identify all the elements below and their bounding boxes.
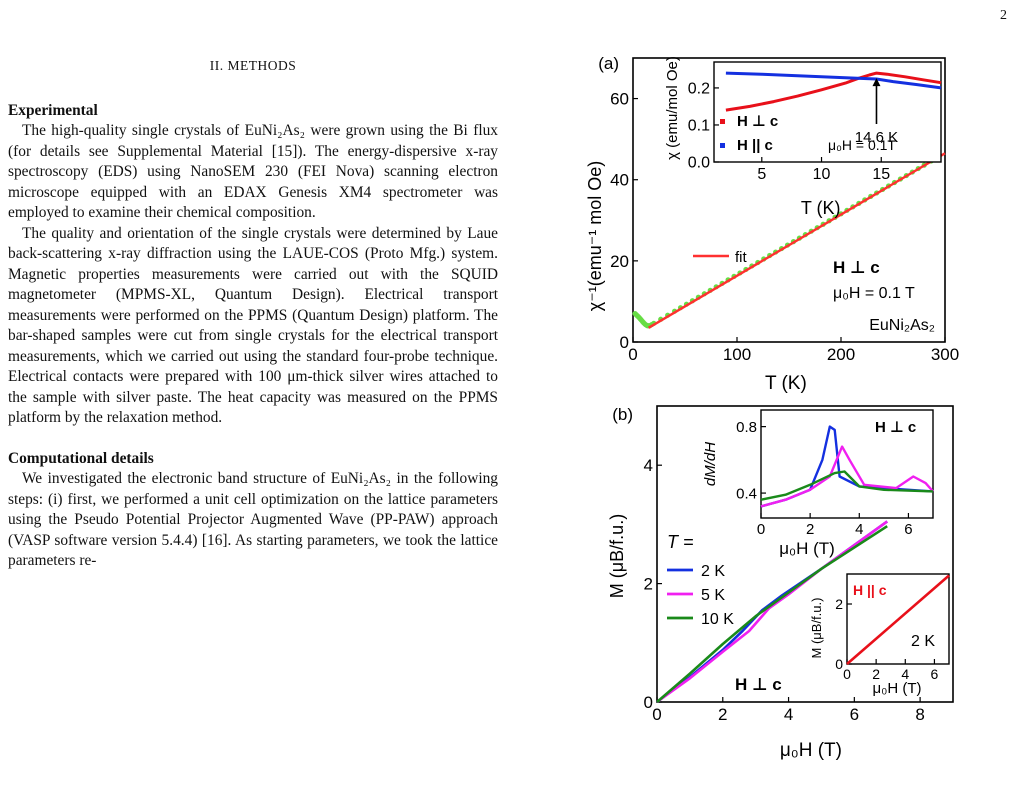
panel-b-inset-bottom-annotation-hpar: H || c [853,582,887,598]
panel-a-inset-x-tick-label: 5 [757,166,766,183]
panel-a-legend-label: fit [735,249,748,266]
panel-a-inset-legend-swatch-hpar [720,143,725,148]
panel-a-frame [632,57,946,343]
panel-a-ylabel: χ⁻¹(emu⁻¹ mol Oe) [585,161,605,311]
panel-b-inset-top-y-tick-label: 0.8 [736,419,757,436]
panel-b-inset-bottom-xlabel: μ₀H (T) [872,680,921,697]
panel-a-annotation-compound: EuNi₂As₂ [869,317,935,334]
panel-a-inset-annotation-temp: 14.6 K [855,129,898,146]
experimental-paragraph-2: The quality and orientation of the singl… [8,224,498,427]
panel-a-x-tick-label: 0 [628,345,637,364]
panel-b-inset-top-series [760,470,934,501]
panel-b-inset-bottom-x-tick-label: 0 [843,666,851,682]
panel-a-inset-hpar-line [725,71,942,90]
panel-a-inset-y-tick-label: 0.1 [688,118,710,135]
panel-a-y-tick-label: 40 [610,171,629,190]
panel-b-inset-top-x-tick-label: 4 [855,521,863,538]
text-column: II. METHODS Experimental The high-qualit… [8,56,498,572]
panel-b-y-tick-label: 2 [644,575,653,594]
panel-b-inset-bottom-line [846,574,950,665]
panel-b-x-tick-label: 8 [915,705,924,724]
panel-b-inset-top-x-tick-label: 6 [904,521,912,538]
panel-b-legend-title: T = [667,532,694,552]
panel-b-ylabel: M (μB/f.u.) [607,514,627,598]
panel-a-inset-frame [713,61,942,163]
panel-b-label: (b) [612,405,633,424]
computational-paragraph-1: We investigated the electronic band stru… [8,470,498,569]
panel-a-inset-ylabel: χ (emu/mol Oe) [664,56,681,160]
figure: (a) 0 100 200 300 0 20 40 60 T (K) χ⁻¹(emu⁻¹ mol O… [585,48,985,789]
panel-b-y-tick-label: 4 [644,456,653,475]
panel-b-inset-top-x-tick-label: 0 [757,521,765,538]
panel-b-inset-top-ylabel: dM/dH [702,442,719,486]
panel-b-inset-bottom-y-tick-label: 0 [835,656,843,672]
panel-b-annotation-hperp: H ⊥ c [735,675,782,694]
panel-b-inset-bottom-x-tick-label: 6 [931,666,939,682]
experimental-paragraph-1: The high-quality single crystals of EuNi… [8,122,498,221]
panel-b-inset-bottom-x-tick-label: 4 [901,666,909,682]
panel-b-inset-bottom-annotation-temp: 2 K [911,633,935,650]
panel-b-inset-top-xlabel: μ₀H (T) [779,539,835,558]
panel-b-x-tick-label: 4 [784,705,793,724]
panel-a-label: (a) [598,54,619,73]
panel-b-x-tick-label: 2 [718,705,727,724]
panel-b-inset-bottom-y-tick-label: 2 [835,596,843,612]
panel-a-fit-line [647,152,946,329]
panel-a-inset-legend-hpar: H || c [737,137,773,154]
panel-b-inset-top-frame [760,409,934,519]
panel-b-x-tick-label: 0 [652,705,661,724]
panel-b-inset-top-x-tick-label: 2 [806,521,814,538]
panel-b-inset-top-y-tick-label: 0.4 [736,485,757,502]
computational-heading: Computational details [8,449,154,467]
panel-a-xlabel: T (K) [765,373,807,394]
panel-b-inset-top-annotation: H ⊥ c [875,419,916,436]
panel-a-inset-annotation-field: μ₀H = 0.1T [828,137,896,153]
panel-a-y-tick-label: 60 [610,90,629,109]
panel-a-inset-xlabel: T (K) [801,198,841,218]
panel-b-x-tick-label: 6 [850,705,859,724]
panel-a-inset-y-tick-label: 0.2 [688,81,710,98]
panel-a-y-tick-label: 20 [610,252,629,271]
panel-a-annotation-hperp: H ⊥ c [833,258,880,277]
panel-b-legend-label: 10 K [701,611,734,628]
panel-a-y-tick-label: 0 [620,333,629,352]
page-number: 2 [1000,8,1007,23]
panel-a-inset-x-tick-label: 10 [813,166,831,183]
panel-b-inset-bottom-x-tick-label: 2 [872,666,880,682]
panel-a-inset-arrowhead [872,78,881,87]
panel-b-xlabel: μ₀H (T) [780,740,842,761]
panel-b-series-10k [656,525,888,703]
panel-b-inset-top-series [760,445,934,508]
experimental-heading: Experimental [8,101,98,119]
panel-a-x-tick-label: 200 [827,345,855,364]
panel-a-x-tick-label: 300 [931,345,959,364]
panel-a-inset-x-tick-label: 15 [872,166,890,183]
panel-b-y-tick-label: 0 [644,693,653,712]
panel-b-legend-label: 5 K [701,587,725,604]
panel-b-legend-label: 2 K [701,563,725,580]
panel-a-x-tick-label: 100 [723,345,751,364]
panel-b-inset-bottom-ylabel: M (μB/f.u.) [809,598,824,659]
panel-a-annotation-field: μ₀H = 0.1 T [833,285,915,302]
panel-a-inset-y-tick-label: 0.0 [688,155,710,172]
section-title: II. METHODS [209,58,297,73]
panel-b-frame [656,405,954,703]
panel-a-inset-legend-swatch-hperp [720,119,725,124]
panel-a-inset-legend-hperp: H ⊥ c [737,113,778,130]
